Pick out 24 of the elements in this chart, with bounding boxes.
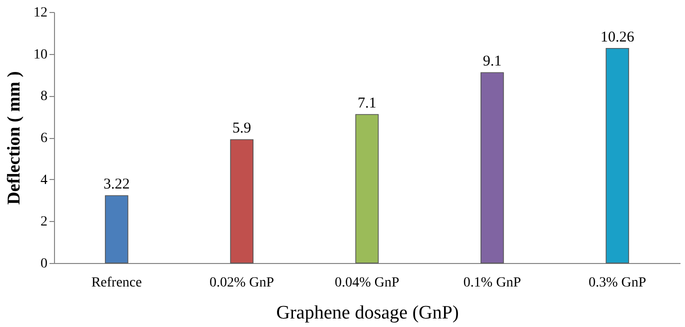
y-tick-label: 0: [40, 256, 48, 272]
x-tick-label: 0.1% GnP: [463, 276, 522, 290]
y-tick-label: 12: [34, 6, 48, 20]
data-label: 9.1: [482, 54, 502, 70]
y-tick-label: 6: [40, 131, 48, 146]
bar: [104, 195, 128, 264]
y-tick-label: 4: [40, 172, 48, 188]
x-tick-label: Refrence: [91, 276, 142, 290]
y-axis-title: Deflection ( mm ): [4, 71, 24, 205]
data-label: 10.26: [600, 29, 635, 46]
bar: [606, 48, 630, 264]
data-label: 7.1: [358, 95, 376, 112]
bar: [230, 139, 254, 264]
data-label: 3.22: [103, 176, 130, 193]
data-label: 5.9: [232, 120, 252, 137]
y-tick-label: 8: [40, 89, 48, 104]
x-tick-label: 0.3% GnP: [588, 276, 646, 290]
y-tick-label: 10: [34, 47, 48, 62]
y-tick-label: 2: [40, 214, 48, 230]
x-tick-label: 0.04% GnP: [334, 276, 400, 290]
bar: [480, 72, 504, 264]
x-tick-label: 0.02% GnP: [210, 276, 274, 290]
x-axis-title: Graphene dosage (GnP): [276, 302, 459, 324]
bar: [355, 114, 379, 264]
